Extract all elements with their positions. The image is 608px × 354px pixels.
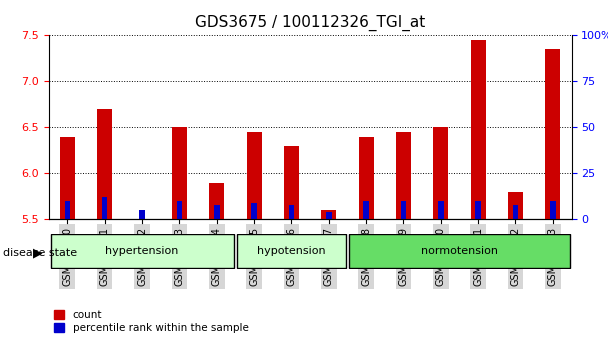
FancyBboxPatch shape xyxy=(237,234,345,268)
Text: hypotension: hypotension xyxy=(257,246,326,256)
Bar xyxy=(550,201,556,219)
Bar xyxy=(60,137,75,219)
Bar xyxy=(214,205,219,219)
Text: hypertension: hypertension xyxy=(105,246,179,256)
Bar xyxy=(508,192,523,219)
Bar xyxy=(172,127,187,219)
Bar xyxy=(102,198,108,219)
Bar xyxy=(438,201,444,219)
Bar xyxy=(434,127,448,219)
Bar xyxy=(284,146,299,219)
FancyBboxPatch shape xyxy=(349,234,570,268)
Bar xyxy=(289,205,294,219)
Bar xyxy=(471,40,486,219)
Bar xyxy=(176,201,182,219)
Bar xyxy=(545,49,561,219)
Bar xyxy=(139,210,145,219)
Bar xyxy=(247,132,261,219)
Bar xyxy=(64,201,70,219)
Text: ▶: ▶ xyxy=(33,247,43,259)
Bar xyxy=(359,137,373,219)
Bar xyxy=(401,201,406,219)
Bar xyxy=(251,203,257,219)
Text: normotension: normotension xyxy=(421,246,498,256)
Bar xyxy=(475,201,481,219)
Bar xyxy=(396,132,411,219)
Bar xyxy=(321,210,336,219)
Bar xyxy=(209,183,224,219)
Legend: count, percentile rank within the sample: count, percentile rank within the sample xyxy=(54,310,249,333)
Bar xyxy=(326,212,331,219)
Bar xyxy=(97,109,112,219)
Bar xyxy=(513,205,518,219)
FancyBboxPatch shape xyxy=(50,234,233,268)
Title: GDS3675 / 100112326_TGI_at: GDS3675 / 100112326_TGI_at xyxy=(195,15,425,31)
Text: disease state: disease state xyxy=(3,248,77,258)
Bar xyxy=(364,201,369,219)
